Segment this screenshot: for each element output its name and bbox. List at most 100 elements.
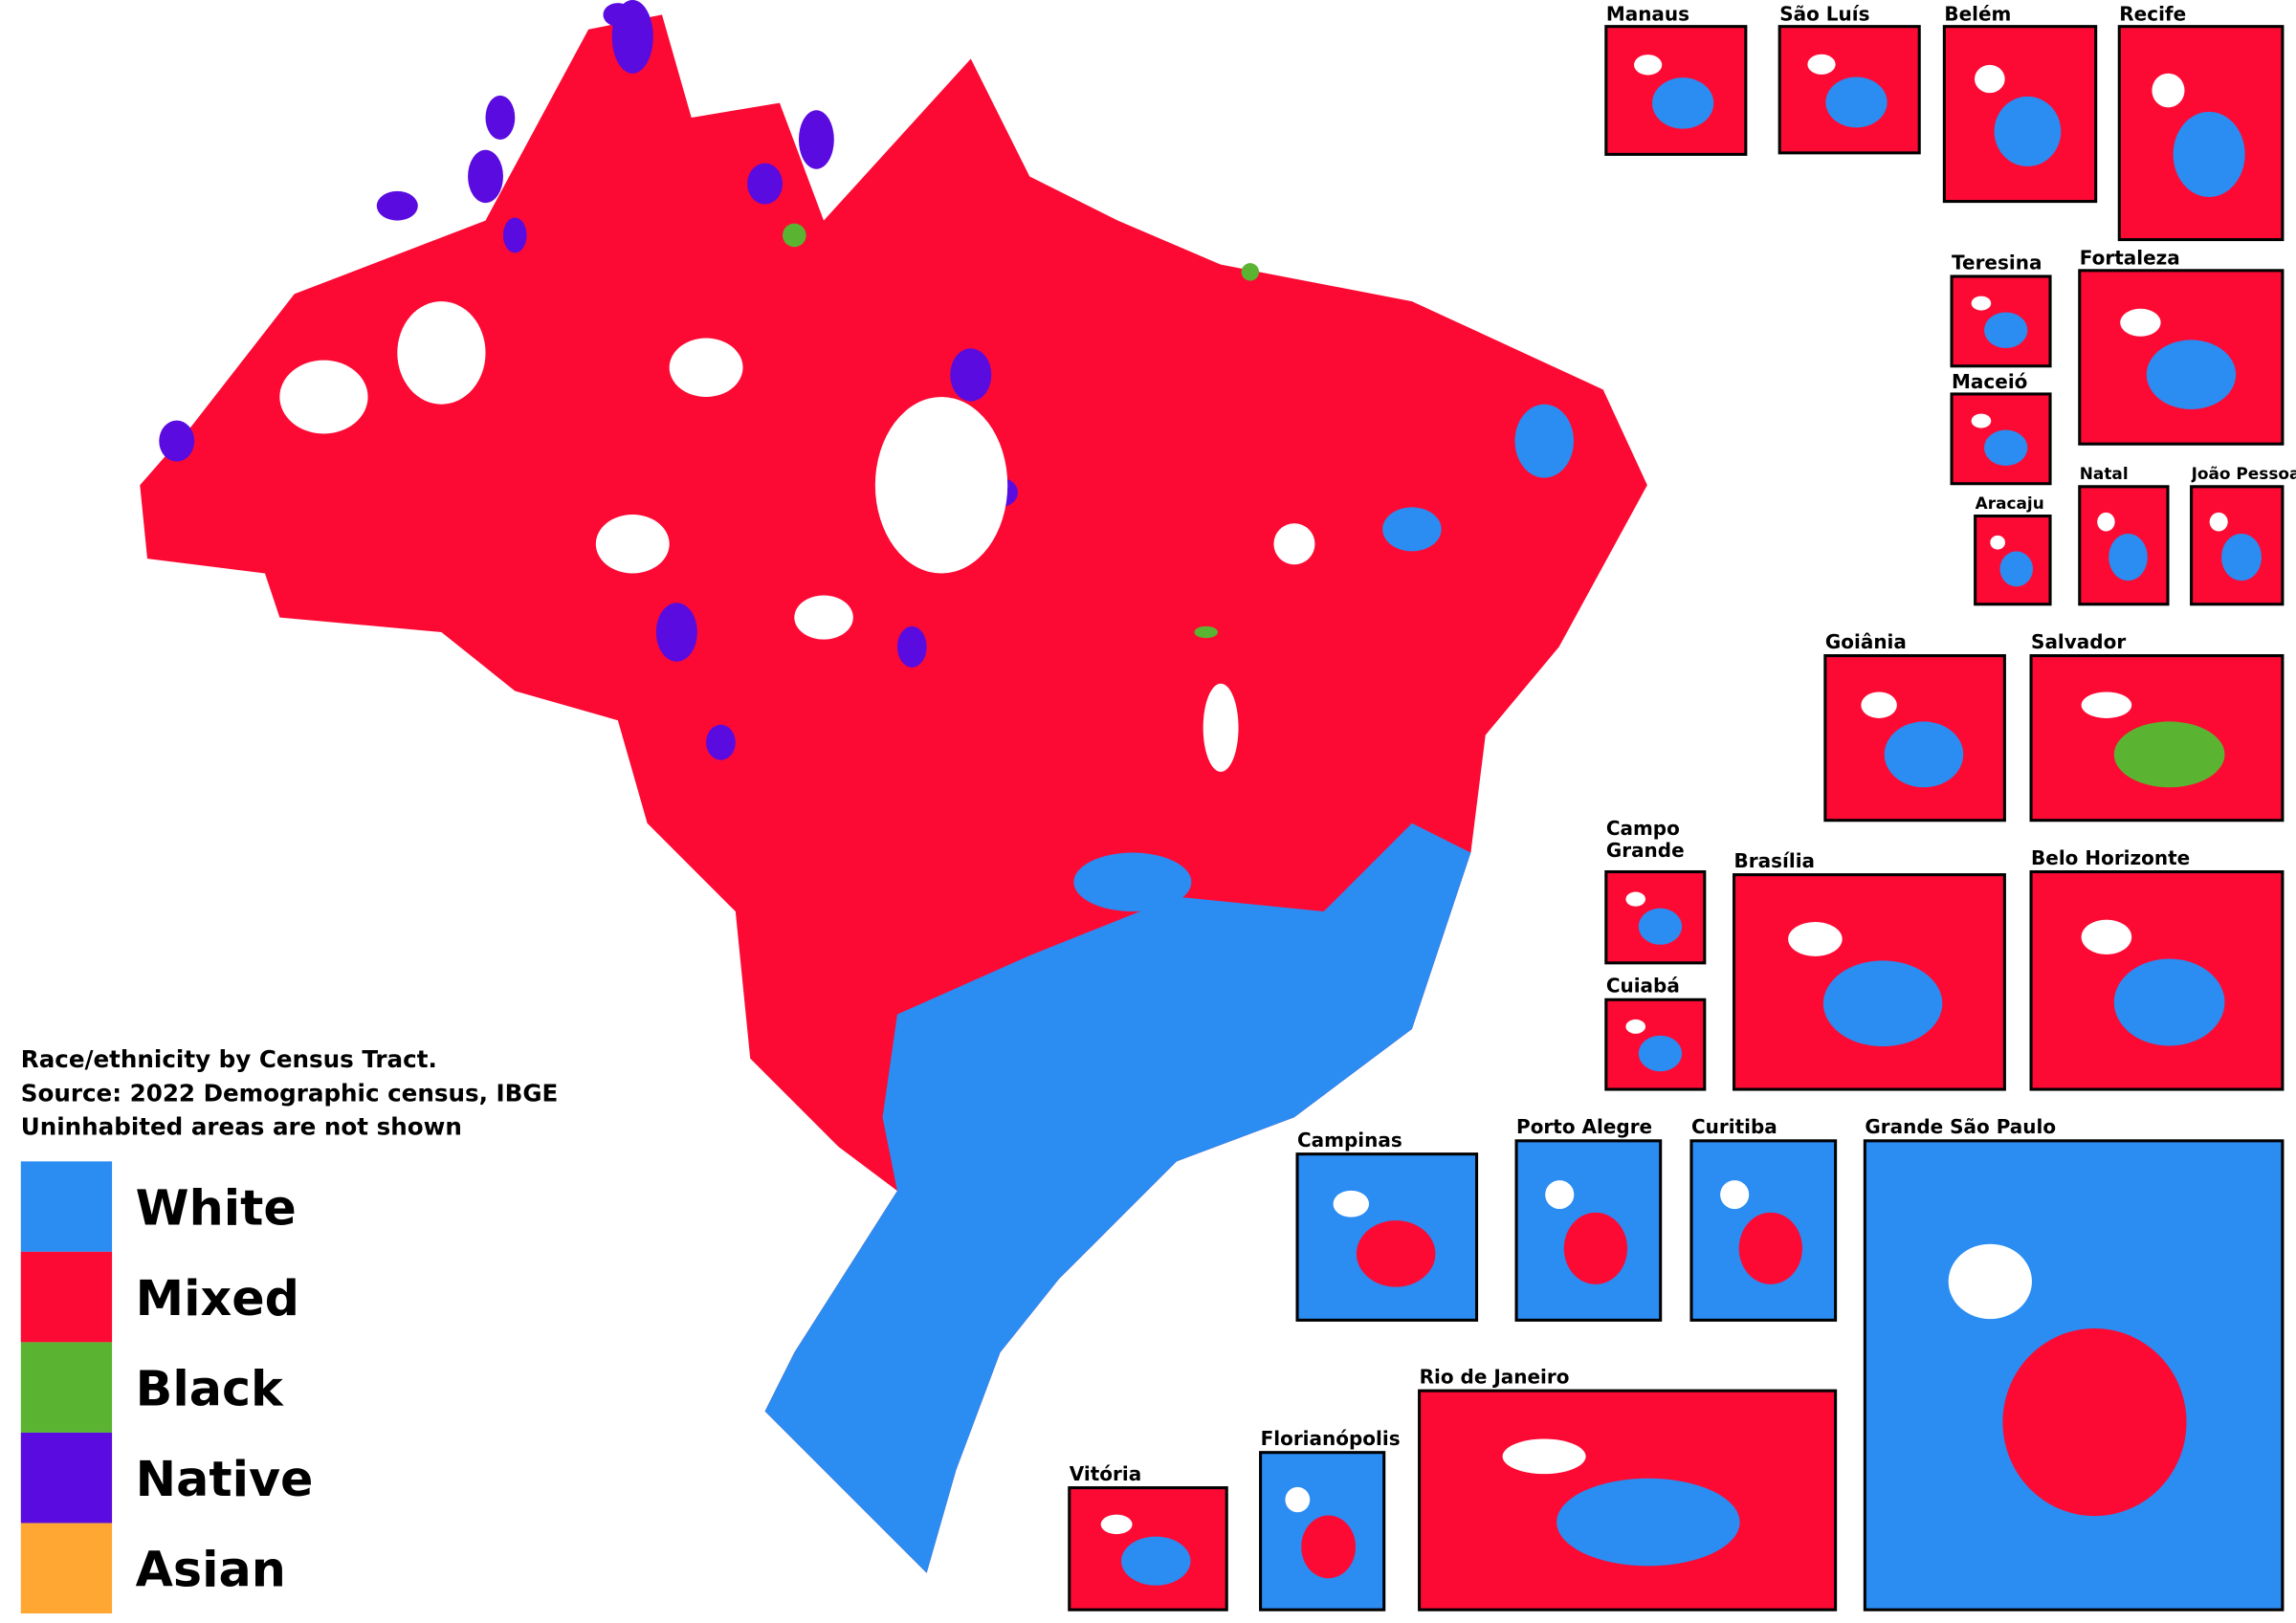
mixed-region bbox=[140, 14, 1647, 1573]
uninhabited-area bbox=[1720, 1180, 1750, 1210]
inset-label-box: Manaus bbox=[1605, 4, 1690, 27]
inset-label-box: Cuiabá bbox=[1605, 976, 1680, 998]
native-area bbox=[798, 110, 834, 169]
inset-label-box: João Pessoa bbox=[2192, 465, 2296, 484]
legend-title: Source: 2022 Demographic census, IBGE bbox=[21, 1079, 559, 1107]
inset-area bbox=[1301, 1515, 1357, 1579]
uninhabited-area bbox=[1285, 1486, 1311, 1513]
white-area bbox=[1514, 404, 1575, 478]
inset-label: Manaus bbox=[1605, 4, 1690, 27]
legend-label: White bbox=[136, 1179, 297, 1236]
inset-label: Belém bbox=[1944, 4, 2012, 27]
legend-swatch bbox=[20, 1342, 113, 1433]
inset-label-box: Curitiba bbox=[1690, 1117, 1777, 1140]
legend-label: Asian bbox=[136, 1542, 286, 1598]
uninhabited-area bbox=[1948, 1243, 2032, 1320]
inset-frame bbox=[2190, 485, 2285, 606]
inset-label: Goiânia bbox=[1824, 631, 1907, 655]
legend-title: Race/ethnicity by Census Tract. bbox=[21, 1045, 437, 1073]
uninhabited-area bbox=[397, 301, 486, 405]
inset-frame bbox=[1863, 1139, 2285, 1612]
inset-area bbox=[1638, 908, 1683, 945]
inset-area bbox=[1994, 96, 2062, 167]
inset-frame bbox=[1418, 1389, 1838, 1612]
inset-label: Aracaju bbox=[1975, 493, 2044, 514]
inset-label: Campinas bbox=[1297, 1130, 1402, 1153]
inset-label-box: Florianópolis bbox=[1260, 1429, 1401, 1452]
uninhabited-area bbox=[1971, 296, 1992, 311]
native-area bbox=[747, 163, 784, 205]
native-area bbox=[706, 724, 736, 760]
black-area bbox=[1194, 625, 1219, 639]
inset-label-box: Porto Alegre bbox=[1516, 1117, 1652, 1139]
inset-frame bbox=[1950, 392, 2052, 486]
legend: Race/ethnicity by Census Tract. Source: 2… bbox=[20, 1045, 559, 1614]
legend-title: Uninhabited areas are not shown bbox=[21, 1113, 462, 1141]
inset-label-box: Teresina bbox=[1952, 252, 2042, 275]
uninhabited-area bbox=[1203, 683, 1239, 772]
inset-label: Cuiabá bbox=[1605, 976, 1680, 998]
uninhabited-area bbox=[595, 514, 670, 574]
inset-maps: Manaus São Luís Belém Recife Teresina Fortale… bbox=[1068, 4, 2296, 1612]
inset-area bbox=[2113, 721, 2225, 788]
uninhabited-area bbox=[669, 338, 743, 398]
inset-frame bbox=[1733, 873, 2006, 1091]
native-area bbox=[485, 95, 516, 141]
inset-area bbox=[2221, 533, 2262, 581]
inset-area bbox=[1999, 551, 2034, 587]
inset-label-box: Vitória bbox=[1070, 1464, 1141, 1486]
inset-label: Curitiba bbox=[1690, 1117, 1777, 1140]
inset-frame bbox=[2078, 269, 2285, 446]
inset-label: Campo Grande bbox=[1605, 819, 1685, 864]
legend-swatch bbox=[20, 1523, 113, 1614]
inset-label-box: Salvador bbox=[2031, 631, 2127, 655]
inset-frame bbox=[2078, 485, 2170, 606]
uninhabited-area bbox=[1634, 55, 1663, 76]
inset-label-box: Recife bbox=[2119, 5, 2186, 27]
native-area bbox=[376, 190, 418, 221]
legend-label: Mixed bbox=[136, 1270, 299, 1327]
uninhabited-area bbox=[1273, 523, 1315, 565]
inset-label: Florianópolis bbox=[1260, 1429, 1401, 1452]
uninhabited-area bbox=[2120, 308, 2161, 337]
uninhabited-area bbox=[1975, 64, 2005, 94]
inset-label-box: Rio de Janeiro bbox=[1420, 1368, 1570, 1390]
inset-label-box: Belém bbox=[1944, 4, 2012, 27]
inset-area bbox=[1825, 77, 1888, 128]
inset-area bbox=[2113, 958, 2225, 1046]
inset-area bbox=[1638, 1035, 1683, 1072]
inset-area bbox=[1356, 1220, 1436, 1287]
inset-area bbox=[1652, 77, 1714, 129]
inset-label-box: Grande São Paulo bbox=[1865, 1117, 2057, 1140]
native-area bbox=[896, 625, 927, 668]
inset-area bbox=[2146, 340, 2237, 409]
inset-area bbox=[1984, 312, 2028, 348]
inset-label-box: Natal bbox=[2080, 465, 2129, 484]
inset-label: Salvador bbox=[2031, 631, 2127, 655]
native-area bbox=[603, 3, 633, 27]
inset-label-box: Maceió bbox=[1952, 372, 2027, 394]
inset-area bbox=[1984, 429, 2028, 466]
inset-area bbox=[1556, 1478, 1740, 1567]
inset-label: Teresina bbox=[1952, 252, 2042, 275]
inset-frame bbox=[1689, 1139, 1838, 1322]
inset-frame bbox=[2029, 654, 2285, 822]
inset-area bbox=[1822, 960, 1943, 1047]
inset-frame bbox=[1823, 654, 2006, 822]
inset-label-box: Fortaleza bbox=[2079, 248, 2180, 271]
inset-label-box: Campinas bbox=[1297, 1130, 1402, 1153]
inset-label-box: Campo Grande bbox=[1605, 819, 1685, 864]
inset-frame bbox=[2117, 25, 2285, 242]
black-area bbox=[1241, 263, 1260, 281]
legend-label: Native bbox=[136, 1451, 314, 1507]
inset-label: Belo Horizonte bbox=[2031, 847, 2191, 870]
uninhabited-area bbox=[1971, 413, 1992, 428]
legend-swatch bbox=[20, 1432, 113, 1524]
native-area bbox=[159, 420, 195, 462]
inset-frame bbox=[1295, 1152, 1479, 1322]
uninhabited-area bbox=[874, 397, 1008, 574]
inset-label: Grande São Paulo bbox=[1865, 1117, 2057, 1140]
inset-label-box: Aracaju bbox=[1975, 493, 2044, 514]
inset-label: Fortaleza bbox=[2079, 248, 2180, 271]
uninhabited-area bbox=[1502, 1438, 1586, 1475]
